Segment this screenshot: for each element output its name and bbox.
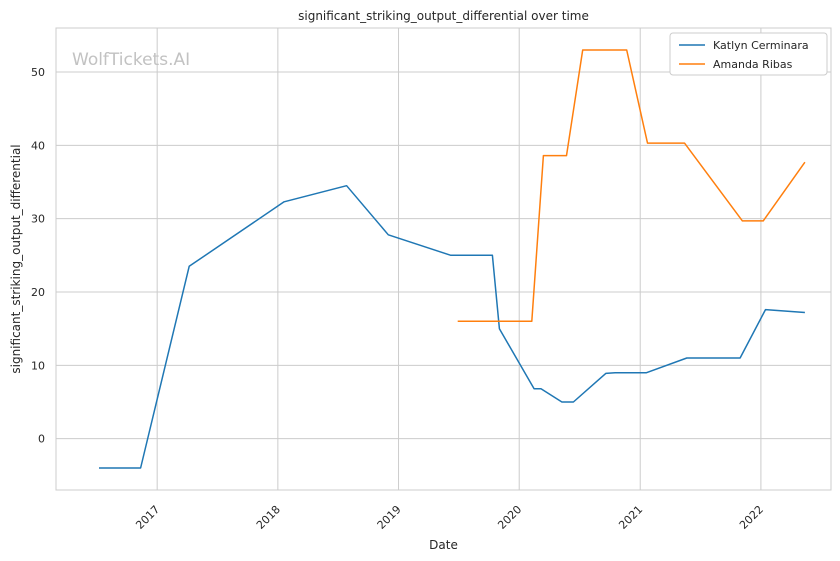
grid xyxy=(56,28,831,490)
legend-box xyxy=(669,32,828,76)
y-tick-label: 20 xyxy=(31,286,45,299)
y-tick-label: 40 xyxy=(31,139,45,152)
y-tick-label: 30 xyxy=(31,213,45,226)
x-axis-title: Date xyxy=(429,538,458,552)
y-tick-labels: 0 10 20 30 40 50 xyxy=(31,66,45,446)
y-axis-title: significant_striking_output_differential xyxy=(9,144,23,373)
chart-title: significant_striking_output_differential… xyxy=(298,9,589,23)
series-line-katlyn-cerminara xyxy=(99,184,805,469)
series-line-amanda-ribas xyxy=(457,49,806,323)
watermark-text: WolfTickets.AI xyxy=(72,50,190,70)
legend-label-amanda-ribas: Amanda Ribas xyxy=(713,58,793,71)
y-tick-label: 0 xyxy=(38,433,45,446)
legend: Katlyn Cerminara Amanda Ribas xyxy=(669,32,828,76)
y-tick-label: 50 xyxy=(31,66,45,79)
plot-frame xyxy=(55,27,832,491)
y-tick-label: 10 xyxy=(31,359,45,372)
series-lines xyxy=(99,49,806,469)
legend-label-katlyn-cerminara: Katlyn Cerminara xyxy=(713,39,809,52)
